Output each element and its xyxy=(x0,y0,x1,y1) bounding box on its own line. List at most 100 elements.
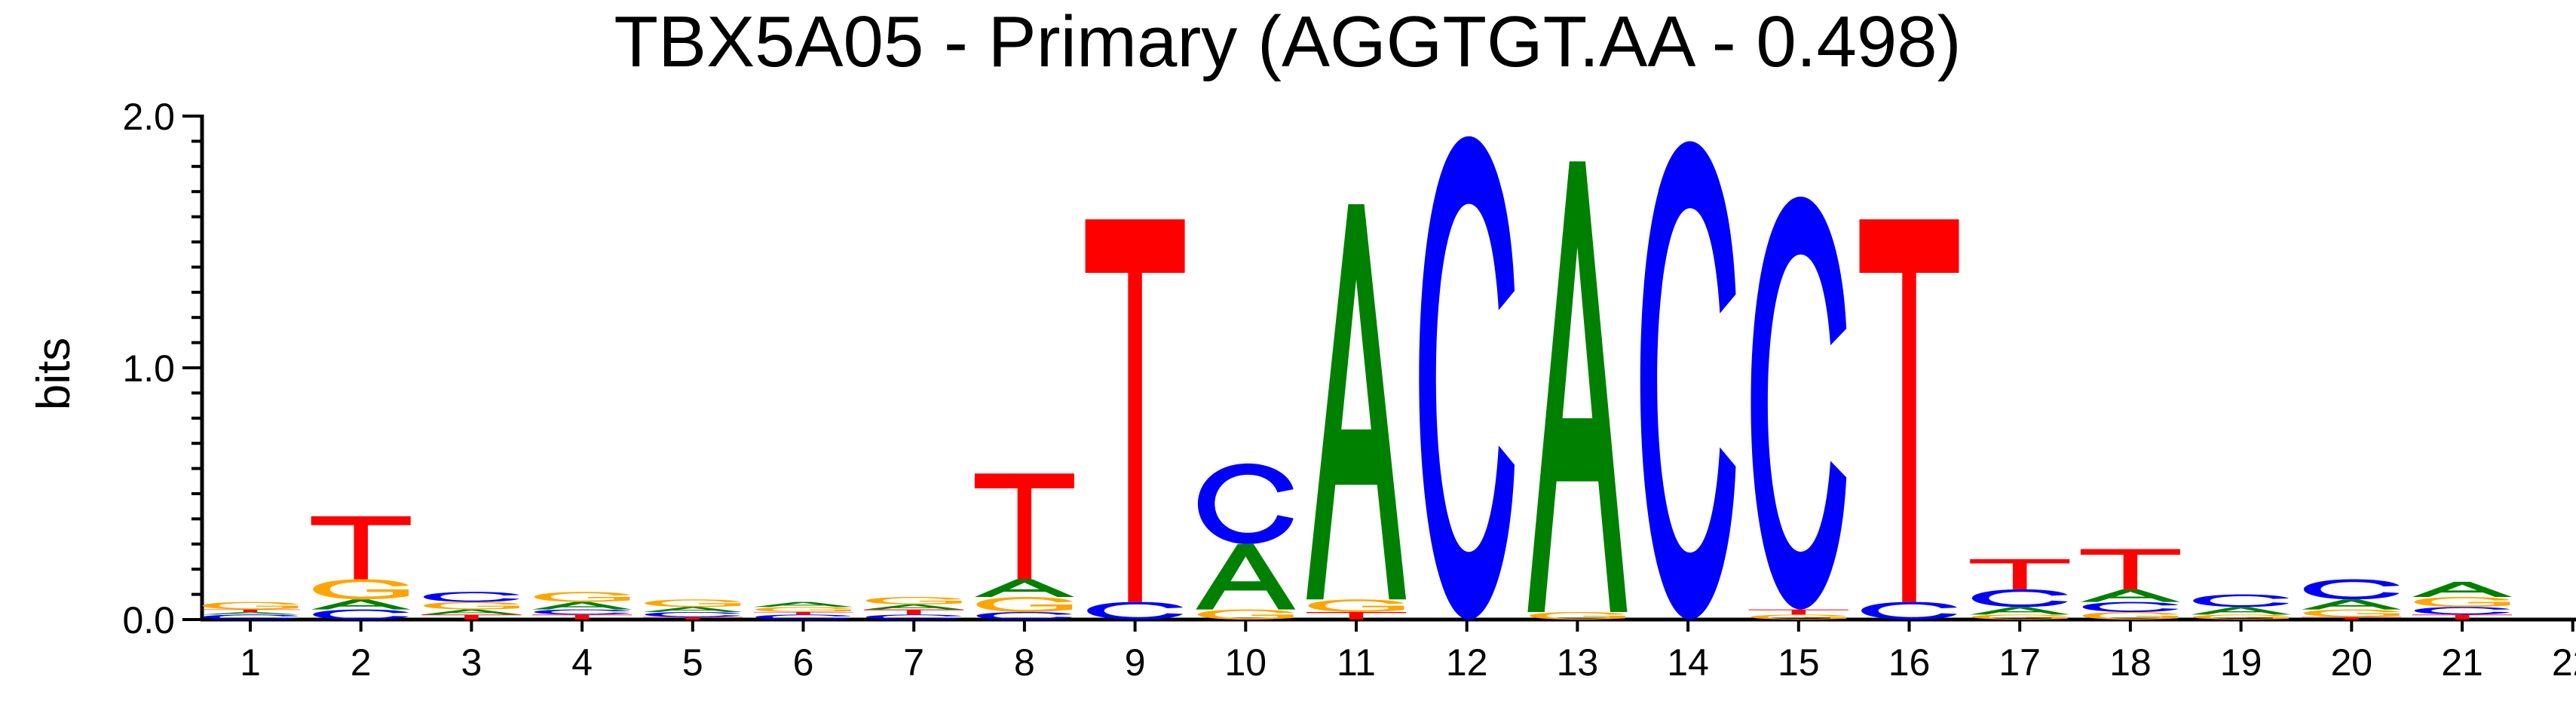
logo-letter-T xyxy=(2412,614,2512,620)
logo-letter-C xyxy=(2414,607,2510,615)
logo-stack xyxy=(532,592,633,620)
logo-letter-C xyxy=(1971,589,2068,607)
logo-stack xyxy=(642,599,743,620)
logo-letter-A xyxy=(642,607,743,612)
logo-letter-C xyxy=(1197,463,1294,544)
logo-letter-C xyxy=(2082,601,2179,612)
logo-letter-G xyxy=(645,599,741,607)
x-tick-label: 6 xyxy=(793,641,814,684)
logo-letter-C xyxy=(313,609,409,620)
logo-letter-C xyxy=(1087,601,1183,620)
x-tick-label: 9 xyxy=(1125,641,1146,684)
logo-letter-T xyxy=(642,617,743,620)
logo-letter-T xyxy=(201,609,300,612)
logo-stack xyxy=(1527,161,1628,620)
logo-letter-C xyxy=(202,614,299,620)
logo-letter-G xyxy=(534,592,630,602)
y-tick-label: 2.0 xyxy=(122,96,175,138)
logo-letter-C xyxy=(976,611,1073,620)
logo-letter-A xyxy=(1970,607,2070,615)
y-tick-label: 0.0 xyxy=(122,599,175,641)
x-tick-label: 8 xyxy=(1014,641,1035,684)
x-tick-label: 19 xyxy=(2220,641,2262,684)
logo-letter-T xyxy=(2080,549,2180,589)
logo-stack xyxy=(1306,204,1406,620)
logo-letter-T xyxy=(532,614,633,620)
logo-stack xyxy=(1419,136,1515,620)
x-tick-label: 22 xyxy=(2552,641,2576,684)
logo-letter-T xyxy=(974,473,1074,580)
logo-stack xyxy=(1970,559,2070,620)
logo-letter-A xyxy=(974,579,1074,597)
logo-letter-G xyxy=(1197,609,1294,620)
logo-stack xyxy=(2302,579,2402,620)
logo-letter-G xyxy=(2193,614,2289,620)
logo-stack xyxy=(974,473,1074,620)
x-tick-label: 10 xyxy=(1224,641,1267,684)
logo-letter-A xyxy=(2191,607,2291,615)
logo-letter-A xyxy=(1196,543,1296,610)
logo-letter-G xyxy=(1530,611,1625,620)
logo-stack xyxy=(1748,196,1849,620)
logo-letter-G xyxy=(424,601,519,610)
y-tick-label: 1.0 xyxy=(122,347,175,390)
x-tick-label: 13 xyxy=(1557,641,1599,684)
logo-stack xyxy=(2191,594,2291,620)
x-tick-label: 1 xyxy=(240,641,261,684)
logo-stack xyxy=(311,516,411,620)
logo-letter-T xyxy=(421,614,522,620)
logo-letter-C xyxy=(1419,136,1515,620)
logo-letter-T xyxy=(1306,611,1406,620)
logo-letter-A xyxy=(1306,204,1406,600)
x-tick-label: 21 xyxy=(2441,641,2483,684)
logo-letter-A xyxy=(201,611,300,615)
logo-letter-A xyxy=(2302,599,2402,610)
logo-letter-A xyxy=(311,599,411,610)
logo-letter-T xyxy=(864,609,964,615)
logo-letter-G xyxy=(313,579,409,600)
x-tick-label: 20 xyxy=(2330,641,2372,684)
x-tick-label: 16 xyxy=(1888,641,1931,684)
x-tick-label: 5 xyxy=(682,641,703,684)
logo-letter-T xyxy=(1970,559,2070,589)
x-tick-label: 2 xyxy=(351,641,372,684)
logo-letter-C xyxy=(534,609,630,615)
x-tick-label: 15 xyxy=(1778,641,1820,684)
logo-letter-C xyxy=(1751,196,1847,610)
logo-letter-G xyxy=(1308,599,1404,612)
logo-stack xyxy=(2412,581,2512,620)
x-tick-label: 7 xyxy=(903,641,924,684)
logo-letter-G xyxy=(202,601,299,610)
logo-letter-A xyxy=(421,609,522,615)
x-tick-label: 3 xyxy=(461,641,482,684)
logo-letter-G xyxy=(755,607,851,612)
logo-stack xyxy=(2080,549,2180,620)
logo-letter-C xyxy=(2193,594,2289,607)
logo-letter-C xyxy=(1640,141,1736,620)
logo-letter-G xyxy=(2082,611,2179,620)
logo-letter-T xyxy=(1859,219,1959,602)
logo-stacks xyxy=(201,136,2512,620)
x-axis: 1234567891011121314151617181920212223 xyxy=(201,617,2576,684)
logo-stack xyxy=(1085,219,1185,620)
x-tick-label: 4 xyxy=(571,641,593,684)
logo-letter-A xyxy=(2412,581,2512,597)
logo-letter-A xyxy=(753,601,853,607)
logo-letter-A xyxy=(1527,161,1628,612)
logo-stack xyxy=(753,601,853,620)
logo-letter-A xyxy=(2080,589,2180,602)
logo-letter-G xyxy=(2303,609,2400,617)
logo-stack xyxy=(201,601,300,620)
logo-stack xyxy=(1640,141,1736,620)
x-tick-label: 18 xyxy=(2109,641,2152,684)
logo-stack xyxy=(864,596,964,620)
logo-letter-C xyxy=(865,614,962,620)
chart-title: TBX5A05 - Primary (AGGTGT.AA - 0.498) xyxy=(614,2,1961,82)
logo-letter-G xyxy=(1971,614,2068,620)
logo-letter-C xyxy=(645,611,741,617)
logo-letter-T xyxy=(2302,617,2402,620)
logo-letter-G xyxy=(976,596,1073,612)
logo-letter-T xyxy=(753,611,853,615)
logo-letter-G xyxy=(1751,614,1847,620)
